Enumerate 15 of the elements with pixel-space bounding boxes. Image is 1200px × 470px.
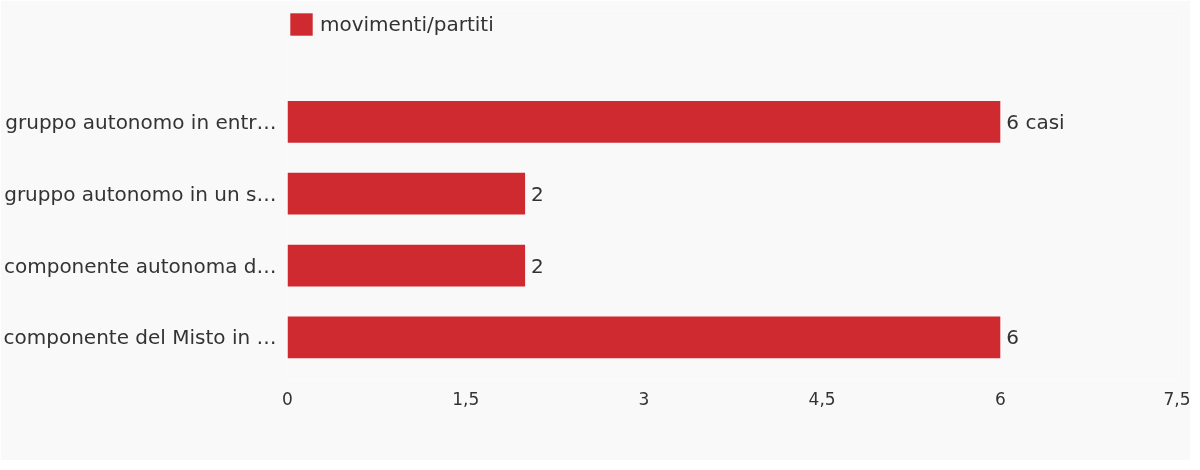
y-tick-label: gruppo autonomo in un s… <box>4 181 277 206</box>
y-tick-label: componente del Misto in … <box>3 325 277 350</box>
x-tick-label: 1,5 <box>452 388 480 409</box>
data-label: 6 <box>1006 325 1020 350</box>
y-tick-label: componente autonoma d… <box>3 253 277 278</box>
x-tick-label: 0 <box>282 388 293 409</box>
data-label: 2 <box>531 253 544 278</box>
x-tick-label: 7,5 <box>1163 388 1191 409</box>
data-label: 2 <box>531 181 544 206</box>
legend-label: movimenti/partiti <box>320 12 494 36</box>
x-tick-label: 6 <box>994 388 1006 409</box>
x-tick-label: 3 <box>638 388 650 409</box>
data-label: 6 casi <box>1006 109 1065 134</box>
y-tick-label: gruppo autonomo in entr… <box>5 109 277 134</box>
x-tick-label: 4,5 <box>808 388 836 409</box>
